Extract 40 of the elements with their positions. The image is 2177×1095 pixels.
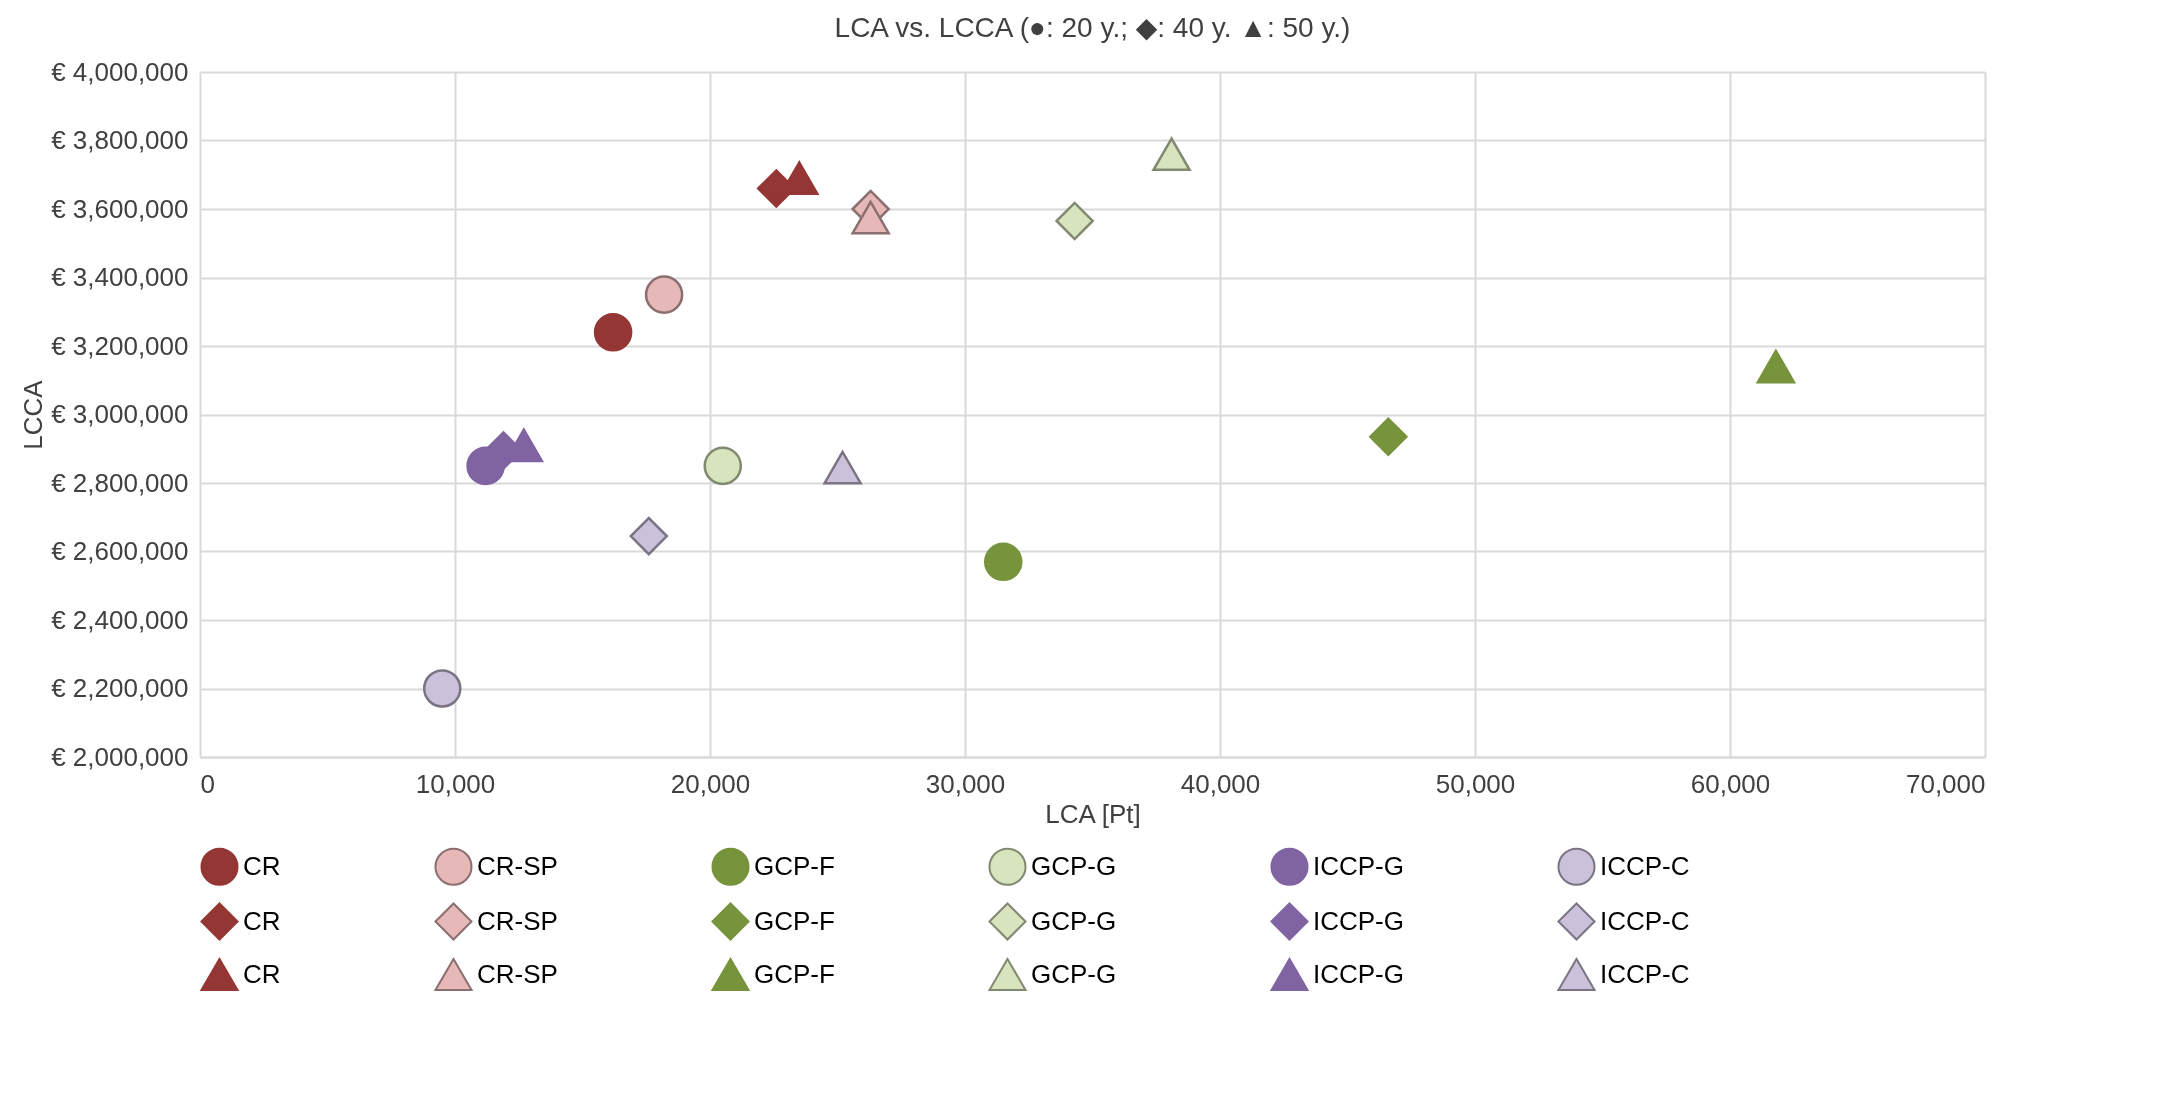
y-axis-title: LCCA xyxy=(18,379,49,450)
legend-label: ICCP-G xyxy=(1313,850,1404,881)
legend-label: GCP-G xyxy=(1031,905,1117,936)
y-tick-label: € 2,000,000 xyxy=(51,741,189,772)
y-tick-label: € 3,800,000 xyxy=(51,125,189,155)
y-tick-label: € 3,400,000 xyxy=(51,262,189,292)
y-tick-label: € 3,000,000 xyxy=(51,399,189,429)
x-tick-label: 0 xyxy=(200,768,215,799)
legend-label: CR-SP xyxy=(477,905,558,936)
x-tick-label: 60,000 xyxy=(1690,768,1771,799)
legend-label: ICCP-G xyxy=(1313,905,1404,936)
legend-label: CR xyxy=(243,905,281,936)
legend-label: GCP-F xyxy=(754,958,835,989)
y-tick-label: € 2,400,000 xyxy=(51,604,189,635)
legend-label: GCP-F xyxy=(754,905,835,936)
legend-label: ICCP-C xyxy=(1600,958,1690,989)
x-tick-label: 20,000 xyxy=(670,768,751,799)
legend-label: CR xyxy=(243,850,281,881)
x-axis-title: LCA [Pt] xyxy=(1045,798,1141,829)
x-tick-label: 10,000 xyxy=(415,768,496,799)
x-tick-label: 30,000 xyxy=(925,768,1006,799)
y-tick-label: € 3,200,000 xyxy=(51,330,189,361)
legend-label: CR-SP xyxy=(477,958,558,989)
legend-label: ICCP-G xyxy=(1313,958,1404,989)
y-tick-label: € 4,000,000 xyxy=(51,56,189,87)
legend-label: ICCP-C xyxy=(1600,905,1690,936)
x-tick-label: 50,000 xyxy=(1435,768,1516,799)
x-tick-label: 40,000 xyxy=(1180,768,1261,799)
y-tick-label: € 3,600,000 xyxy=(51,193,189,224)
x-tick-label: 70,000 xyxy=(1905,768,1986,799)
legend-label: CR xyxy=(243,958,281,989)
legend-label: GCP-G xyxy=(1031,850,1117,881)
y-tick-label: € 2,600,000 xyxy=(51,536,189,566)
legend-label: GCP-F xyxy=(754,850,835,881)
legend-label: ICCP-C xyxy=(1600,850,1690,881)
y-tick-label: € 2,800,000 xyxy=(51,467,189,498)
y-tick-label: € 2,200,000 xyxy=(51,673,189,703)
chart-title: LCA vs. LCCA (●: 20 y.; ◆: 40 y. ▲: 50 y.) xyxy=(834,12,1351,43)
legend-label: CR-SP xyxy=(477,850,558,881)
legend-label: GCP-G xyxy=(1031,958,1117,989)
